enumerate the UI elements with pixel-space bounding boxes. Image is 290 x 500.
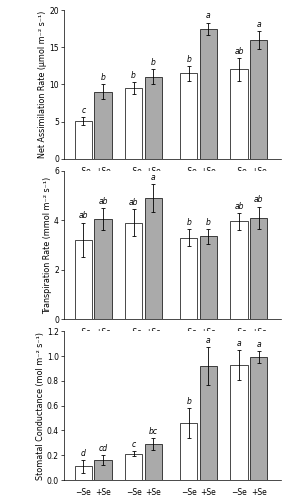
Text: b: b xyxy=(186,218,191,226)
Text: +Se: +Se xyxy=(251,328,267,336)
Text: a: a xyxy=(151,173,155,182)
Text: ab: ab xyxy=(98,196,108,205)
Text: 10 mM N: 10 mM N xyxy=(232,340,266,348)
Y-axis label: Stomatal Conductance (mol m⁻² s⁻¹): Stomatal Conductance (mol m⁻² s⁻¹) xyxy=(36,332,45,480)
Bar xyxy=(250,40,267,158)
Text: 2 mM N: 2 mM N xyxy=(79,340,108,348)
Text: Control: Control xyxy=(104,352,132,360)
Bar xyxy=(75,121,92,158)
Bar xyxy=(95,92,112,158)
Text: +Se: +Se xyxy=(145,488,161,497)
Bar xyxy=(145,198,162,320)
Text: b: b xyxy=(186,397,191,406)
Bar xyxy=(180,238,197,320)
Text: ab: ab xyxy=(79,212,88,220)
Text: −Se: −Se xyxy=(231,328,247,336)
Text: +Se: +Se xyxy=(95,488,111,497)
Bar xyxy=(125,88,142,158)
Text: 10 mM N: 10 mM N xyxy=(126,340,160,348)
Text: b: b xyxy=(186,54,191,64)
Text: −Se: −Se xyxy=(75,167,91,176)
Bar xyxy=(200,236,217,320)
Text: b: b xyxy=(151,58,156,68)
Text: a: a xyxy=(206,336,211,345)
Bar xyxy=(180,73,197,158)
Bar xyxy=(145,77,162,158)
Text: +Se: +Se xyxy=(200,167,216,176)
Bar xyxy=(200,366,217,480)
Text: cd: cd xyxy=(98,444,108,453)
Text: d: d xyxy=(81,449,86,458)
Bar xyxy=(75,466,92,480)
Text: c: c xyxy=(81,106,86,115)
Text: ab: ab xyxy=(129,198,138,207)
Text: −Se: −Se xyxy=(231,167,247,176)
Bar xyxy=(231,70,248,158)
Text: b: b xyxy=(101,73,106,82)
Bar xyxy=(231,222,248,320)
Text: +Se: +Se xyxy=(251,488,267,497)
Bar xyxy=(180,423,197,480)
Text: 10 mM N: 10 mM N xyxy=(126,179,160,188)
Bar xyxy=(125,454,142,480)
Text: +Se: +Se xyxy=(145,167,161,176)
Text: −Se: −Se xyxy=(75,488,91,497)
Text: a: a xyxy=(237,338,241,347)
Text: 2 mM N: 2 mM N xyxy=(184,179,213,188)
Text: −Se: −Se xyxy=(181,328,197,336)
Bar xyxy=(95,460,112,480)
Text: −Se: −Se xyxy=(126,167,142,176)
Text: b: b xyxy=(131,71,136,80)
Text: −Se: −Se xyxy=(181,167,197,176)
Text: Control: Control xyxy=(104,190,132,200)
Text: Symbiotic: Symbiotic xyxy=(205,352,242,360)
Text: a: a xyxy=(256,340,261,349)
Bar xyxy=(200,28,217,158)
Text: +Se: +Se xyxy=(95,167,111,176)
Bar xyxy=(250,218,267,320)
Text: −Se: −Se xyxy=(126,328,142,336)
Bar xyxy=(95,219,112,320)
Text: ab: ab xyxy=(234,47,244,56)
Text: 10 mM N: 10 mM N xyxy=(232,179,266,188)
Text: +Se: +Se xyxy=(95,328,111,336)
Text: +Se: +Se xyxy=(200,328,216,336)
Text: −Se: −Se xyxy=(75,328,91,336)
Y-axis label: Transpiration Rate (mmol m⁻² s⁻¹): Transpiration Rate (mmol m⁻² s⁻¹) xyxy=(43,176,52,314)
Text: −Se: −Se xyxy=(181,488,197,497)
Text: b: b xyxy=(206,218,211,226)
Bar xyxy=(75,240,92,320)
Text: −Se: −Se xyxy=(231,488,247,497)
Bar xyxy=(231,364,248,480)
Text: +Se: +Se xyxy=(200,488,216,497)
Text: 2 mM N: 2 mM N xyxy=(184,340,213,348)
Text: a: a xyxy=(256,20,261,28)
Text: c: c xyxy=(132,440,136,450)
Text: 2 mM N: 2 mM N xyxy=(79,179,108,188)
Text: ab: ab xyxy=(234,202,244,210)
Text: bc: bc xyxy=(149,426,158,436)
Text: a: a xyxy=(206,12,211,20)
Bar xyxy=(125,222,142,320)
Text: +Se: +Se xyxy=(251,167,267,176)
Y-axis label: Net Assimilation Rate (µmol m⁻² s⁻¹): Net Assimilation Rate (µmol m⁻² s⁻¹) xyxy=(38,10,47,158)
Text: +Se: +Se xyxy=(145,328,161,336)
Text: −Se: −Se xyxy=(126,488,142,497)
Text: ab: ab xyxy=(254,196,263,204)
Bar xyxy=(145,444,162,480)
Text: Symbiotic: Symbiotic xyxy=(205,190,242,200)
Bar xyxy=(250,358,267,480)
